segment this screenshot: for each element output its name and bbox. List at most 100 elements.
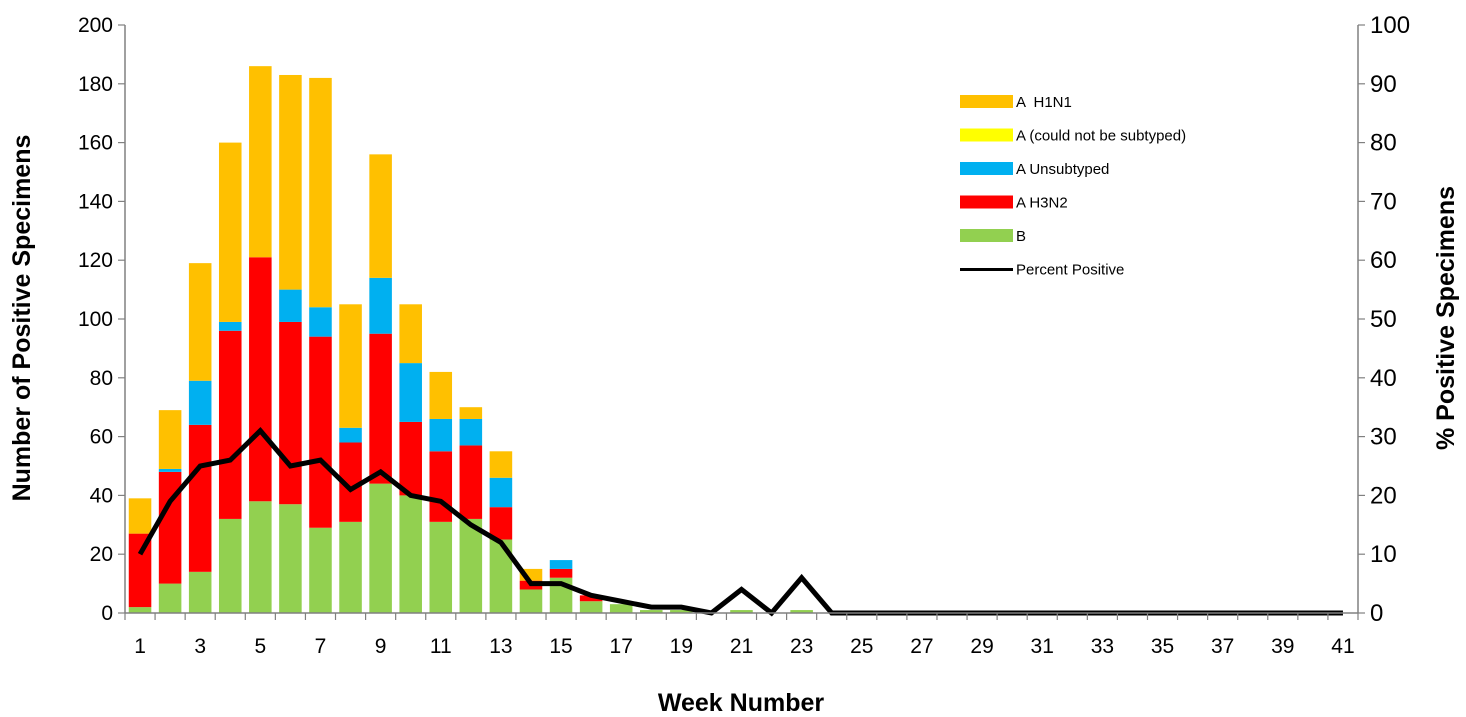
bar-a-h3n2-week-11 — [429, 451, 453, 522]
x-tick-label: 33 — [1091, 635, 1114, 658]
bar-a-unsubtyped-week-15 — [549, 560, 573, 569]
x-tick-label: 5 — [254, 635, 266, 658]
x-tick-label: 41 — [1331, 635, 1354, 658]
bar-a-h3n2-week-7 — [309, 336, 332, 528]
bar-a-unsubtyped-week-13 — [489, 477, 513, 508]
bar-b-week-3 — [188, 571, 212, 613]
x-tick-label: 1 — [134, 635, 146, 658]
legend-label-b: B — [1016, 228, 1026, 245]
x-tick-label: 19 — [670, 635, 693, 658]
x-tick-label: 23 — [790, 635, 813, 658]
bar-a-h1n1-week-9 — [369, 154, 392, 278]
x-tick-label: 3 — [194, 635, 206, 658]
bar-a-h3n2-week-16 — [579, 595, 603, 602]
y-tick-label: 140 — [78, 190, 113, 213]
legend-swatch-a-unsubtyped — [960, 162, 1013, 175]
x-tick-label: 17 — [610, 635, 633, 658]
y-tick-label: 100 — [78, 308, 113, 331]
bar-a-unsubtyped-week-2 — [158, 468, 182, 472]
bar-b-week-4 — [218, 518, 242, 613]
bar-a-h1n1-week-13 — [489, 451, 513, 478]
y-tick-label: 200 — [78, 14, 113, 37]
y2-tick-label: 100 — [1370, 12, 1410, 39]
y-tick-label: 160 — [78, 132, 113, 155]
x-tick-label: 35 — [1151, 635, 1174, 658]
bar-b-week-5 — [249, 501, 272, 613]
legend-swatch-a-h3n2 — [960, 195, 1013, 209]
bar-b-week-2 — [158, 583, 182, 613]
bar-a-h3n2-week-13 — [489, 507, 513, 540]
y2-tick-label: 70 — [1370, 188, 1397, 215]
bar-a-h1n1-week-1 — [128, 498, 152, 534]
bar-b-week-13 — [489, 539, 513, 613]
bar-b-week-1 — [128, 607, 152, 613]
y-axis-title: Number of Positive Specimens — [8, 135, 36, 502]
bar-a-h3n2-week-10 — [399, 421, 422, 496]
bar-b-week-16 — [579, 601, 603, 613]
bar-a-h1n1-week-12 — [459, 407, 483, 419]
bar-a-unsubtyped-week-3 — [188, 380, 212, 425]
bar-b-week-11 — [429, 521, 453, 613]
bar-a-h3n2-week-1 — [128, 533, 152, 608]
y2-tick-label: 60 — [1370, 247, 1397, 274]
bar-a-unsubtyped-week-9 — [369, 277, 392, 334]
y-tick-label: 0 — [101, 602, 113, 625]
bar-a-h1n1-week-6 — [279, 74, 302, 290]
bars-layer — [128, 66, 813, 613]
legend-label-a-h3n2: A H3N2 — [1016, 195, 1068, 212]
y-tick-label: 120 — [78, 249, 113, 272]
bar-b-week-8 — [339, 521, 362, 613]
bar-a-h1n1-week-7 — [309, 77, 332, 308]
y-tick-label: 80 — [90, 367, 113, 390]
bar-b-week-10 — [399, 495, 422, 613]
bar-b-week-9 — [369, 483, 392, 613]
y2-axis-title: % Positive Specimens — [1432, 186, 1460, 450]
y-tick-label: 60 — [90, 426, 113, 449]
x-axis-title: Week Number — [658, 689, 825, 717]
x-tick-label: 39 — [1271, 635, 1294, 658]
bar-b-week-7 — [309, 527, 332, 613]
legend-swatch-a-h1n1 — [960, 95, 1013, 108]
legend-swatch-b — [960, 229, 1013, 242]
y2-tick-label: 30 — [1370, 424, 1397, 451]
x-tick-label: 9 — [375, 635, 387, 658]
y2-tick-label: 50 — [1370, 306, 1397, 333]
legend-label-a-h1n1: A H1N1 — [1016, 94, 1072, 111]
x-tick-label: 13 — [489, 635, 512, 658]
bar-b-week-21 — [730, 610, 753, 613]
bar-a-h1n1-week-14 — [519, 568, 543, 581]
bar-a-h3n2-week-5 — [249, 257, 272, 502]
bar-a-unsubtyped-week-12 — [459, 418, 483, 446]
legend: A H1N1 A (could not be subtyped) A Unsubty… — [960, 94, 1186, 279]
x-tick-label: 37 — [1211, 635, 1234, 658]
y-tick-label: 20 — [90, 543, 113, 566]
bar-a-h3n2-week-2 — [158, 471, 182, 584]
legend-label-a-unsubtyped: A Unsubtyped — [1016, 161, 1109, 178]
bar-a-h1n1-week-5 — [249, 66, 272, 258]
y2-tick-label: 10 — [1370, 541, 1397, 568]
x-tick-label: 29 — [970, 635, 993, 658]
y2-tick-label: 0 — [1370, 600, 1383, 627]
axes-layer — [118, 24, 1365, 620]
bar-b-week-14 — [519, 589, 543, 613]
y-tick-label: 40 — [90, 484, 113, 507]
y2-tick-label: 90 — [1370, 71, 1397, 98]
legend-swatch-a-could-not-be-subtyped — [960, 128, 1013, 142]
y2-tick-label: 20 — [1370, 482, 1397, 509]
bar-b-week-23 — [790, 610, 813, 613]
bar-b-week-12 — [459, 518, 483, 613]
bar-a-h3n2-week-8 — [339, 442, 362, 522]
bar-a-unsubtyped-week-6 — [279, 289, 302, 322]
bar-b-week-18 — [640, 610, 663, 613]
bar-a-h3n2-week-6 — [279, 321, 302, 505]
bar-b-week-19 — [670, 610, 693, 613]
x-tick-label: 27 — [910, 635, 933, 658]
bar-a-unsubtyped-week-4 — [218, 321, 242, 331]
bar-a-h3n2-week-12 — [459, 445, 483, 519]
bar-a-unsubtyped-week-10 — [399, 363, 422, 422]
x-tick-label: 11 — [430, 635, 452, 658]
bar-a-h3n2-week-9 — [369, 333, 392, 484]
x-tick-label: 7 — [315, 635, 327, 658]
bar-a-h1n1-week-3 — [188, 263, 212, 381]
